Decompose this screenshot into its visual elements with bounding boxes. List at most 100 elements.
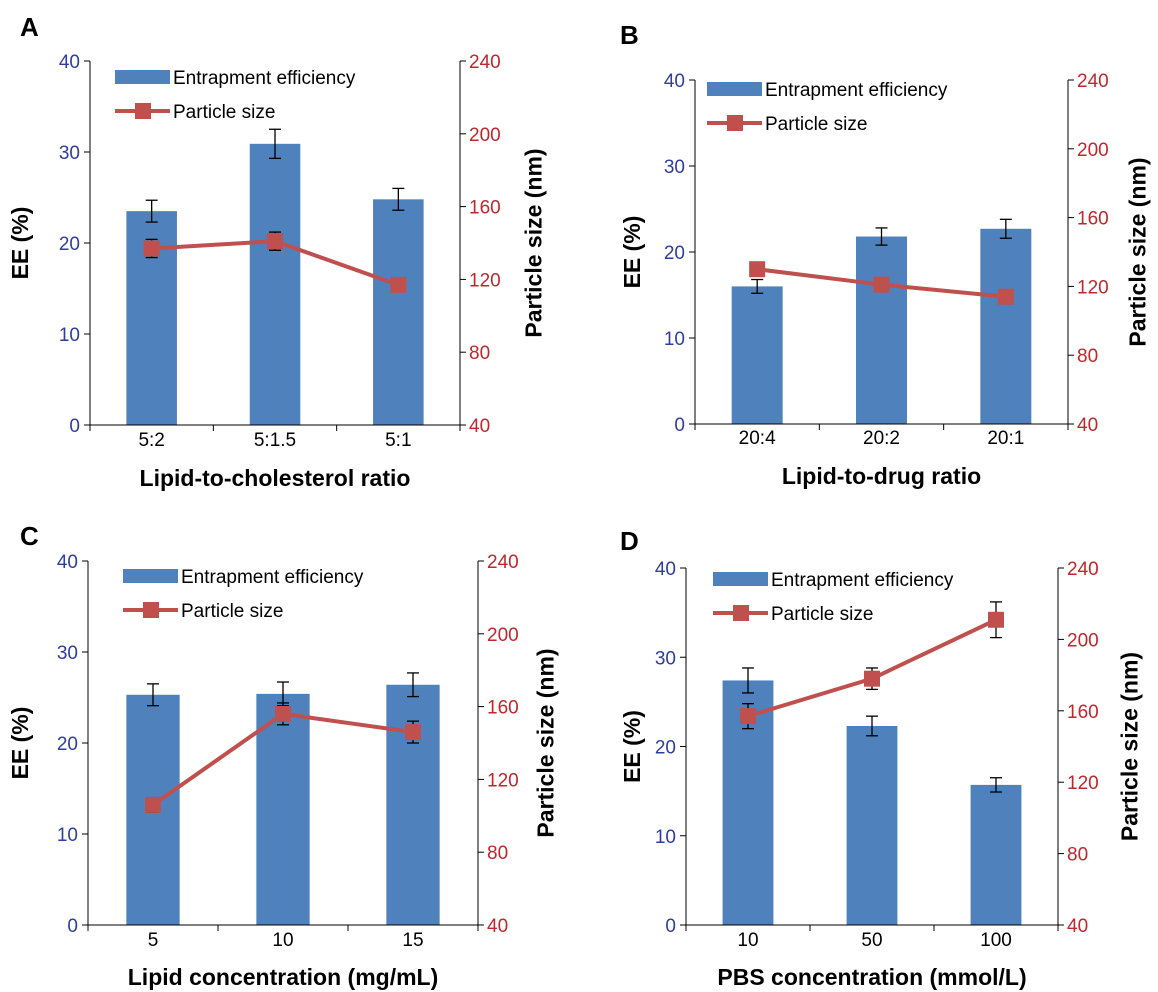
y2-axis-title: Particle size (nm): [521, 148, 547, 337]
x-tick-label: 20:1: [987, 428, 1024, 449]
y2-tick-label: 40: [1067, 916, 1088, 937]
y2-tick-label: 240: [1077, 71, 1109, 92]
y-tick-label: 10: [57, 825, 78, 846]
legend-line-label: Particle size: [771, 604, 873, 625]
y-tick-label: 20: [655, 738, 676, 759]
y2-tick-label: 120: [487, 770, 519, 791]
y2-tick-label: 80: [1077, 346, 1098, 367]
legend-bar-swatch: [707, 82, 762, 96]
y2-tick-label: 120: [469, 270, 501, 291]
bar: [249, 143, 301, 425]
particle-size-point: [988, 611, 1004, 628]
particle-size-point: [145, 796, 161, 813]
legend-line-label: Particle size: [173, 102, 275, 123]
y-tick-label: 30: [57, 643, 78, 664]
legend-line-marker: [135, 103, 151, 119]
x-tick-label: 50: [861, 930, 882, 951]
y2-tick-label: 200: [469, 125, 501, 146]
panel-label: D: [620, 526, 639, 556]
panel-a: A 0 10 20 30 40 40 80 120 160 200 240 5:2 5:1.5 5:1 Lip…: [7, 12, 547, 491]
particle-size-point: [864, 670, 880, 687]
y-tick-label: 0: [69, 416, 80, 437]
legend-line-label: Particle size: [181, 601, 283, 622]
bar: [980, 228, 1032, 424]
y-tick-label: 0: [67, 916, 78, 937]
y2-tick-label: 200: [1067, 630, 1099, 651]
particle-size-point: [143, 240, 160, 257]
y2-tick-label: 200: [487, 625, 519, 646]
y-axis-title: EE (%): [619, 216, 645, 289]
y-tick-label: 30: [664, 157, 685, 178]
y2-tick-label: 240: [1067, 559, 1099, 580]
x-tick-label: 10: [737, 930, 758, 951]
y2-tick-label: 40: [469, 416, 490, 437]
bar: [731, 286, 783, 424]
panel-c: C 0 10 20 30 40 40 80 120 160 200 240 5 10 15 Lipid con…: [7, 521, 559, 990]
legend-line-marker: [143, 602, 159, 618]
x-tick-label: 10: [272, 930, 293, 951]
particle-size-point: [740, 708, 756, 725]
legend-bar-swatch: [123, 569, 178, 583]
y-tick-label: 10: [664, 329, 685, 350]
x-tick-label: 5: [148, 930, 159, 951]
y-tick-label: 30: [655, 648, 676, 669]
y-tick-label: 40: [655, 559, 676, 580]
x-axis-title: Lipid concentration (mg/mL): [128, 964, 439, 990]
x-tick-label: 20:4: [739, 428, 776, 449]
y2-tick-label: 40: [487, 916, 508, 937]
y2-tick-label: 120: [1067, 773, 1099, 794]
y2-tick-label: 120: [1077, 277, 1109, 298]
y2-axis-title: Particle size (nm): [533, 648, 559, 837]
x-axis-title: Lipid-to-drug ratio: [782, 463, 981, 489]
y-tick-label: 40: [57, 552, 78, 573]
y2-tick-label: 200: [1077, 140, 1109, 161]
y2-tick-label: 160: [469, 198, 501, 219]
y2-tick-label: 40: [1077, 415, 1098, 436]
y2-axis-title: Particle size (nm): [1117, 652, 1143, 841]
y2-tick-label: 160: [1077, 209, 1109, 230]
bar: [970, 784, 1022, 925]
y2-tick-label: 80: [487, 843, 508, 864]
particle-size-point: [405, 724, 421, 741]
panel-label: B: [620, 20, 639, 50]
x-tick-label: 5:1.5: [254, 430, 296, 451]
legend-bar-label: Entrapment efficiency: [181, 567, 364, 588]
y2-tick-label: 240: [487, 552, 519, 573]
y-tick-label: 10: [59, 325, 80, 346]
y2-tick-label: 160: [1067, 702, 1099, 723]
y-tick-label: 40: [59, 52, 80, 73]
y-tick-label: 0: [665, 916, 676, 937]
x-tick-label: 15: [402, 930, 423, 951]
legend-bar-label: Entrapment efficiency: [173, 68, 356, 89]
panel-d: D 0 10 20 30 40 40 80 120 160 200 240 10 50 100 PBS con…: [619, 526, 1143, 990]
particle-size-point: [275, 705, 291, 722]
particle-size-point: [873, 276, 890, 293]
y-tick-label: 20: [664, 243, 685, 264]
x-tick-label: 5:2: [138, 430, 164, 451]
particle-size-point: [997, 288, 1014, 305]
legend-bar-swatch: [713, 572, 768, 586]
y2-tick-label: 80: [1067, 845, 1088, 866]
x-axis-title: PBS concentration (mmol/L): [717, 964, 1026, 990]
y2-tick-label: 240: [469, 52, 501, 73]
y-tick-label: 0: [674, 415, 685, 436]
y-axis-title: EE (%): [7, 707, 33, 780]
legend-bar-swatch: [115, 70, 170, 84]
particle-size-point: [390, 276, 407, 293]
x-tick-label: 100: [980, 930, 1012, 951]
bar: [256, 693, 310, 925]
panel-b: B 0 10 20 30 40 40 80 120 160 200 240 20:4 20:2 20:1 Li…: [619, 20, 1151, 489]
y2-axis-title: Particle size (nm): [1125, 157, 1151, 346]
bar: [856, 236, 907, 424]
legend-line-marker: [733, 605, 749, 621]
y2-tick-label: 80: [469, 343, 490, 364]
y-axis-title: EE (%): [7, 207, 33, 280]
panel-label: C: [20, 521, 39, 551]
bar: [846, 725, 898, 925]
particle-size-point: [749, 261, 766, 278]
y-axis-title: EE (%): [619, 710, 645, 783]
legend-bar-label: Entrapment efficiency: [771, 570, 954, 591]
y-tick-label: 20: [57, 734, 78, 755]
y-tick-label: 20: [59, 234, 80, 255]
